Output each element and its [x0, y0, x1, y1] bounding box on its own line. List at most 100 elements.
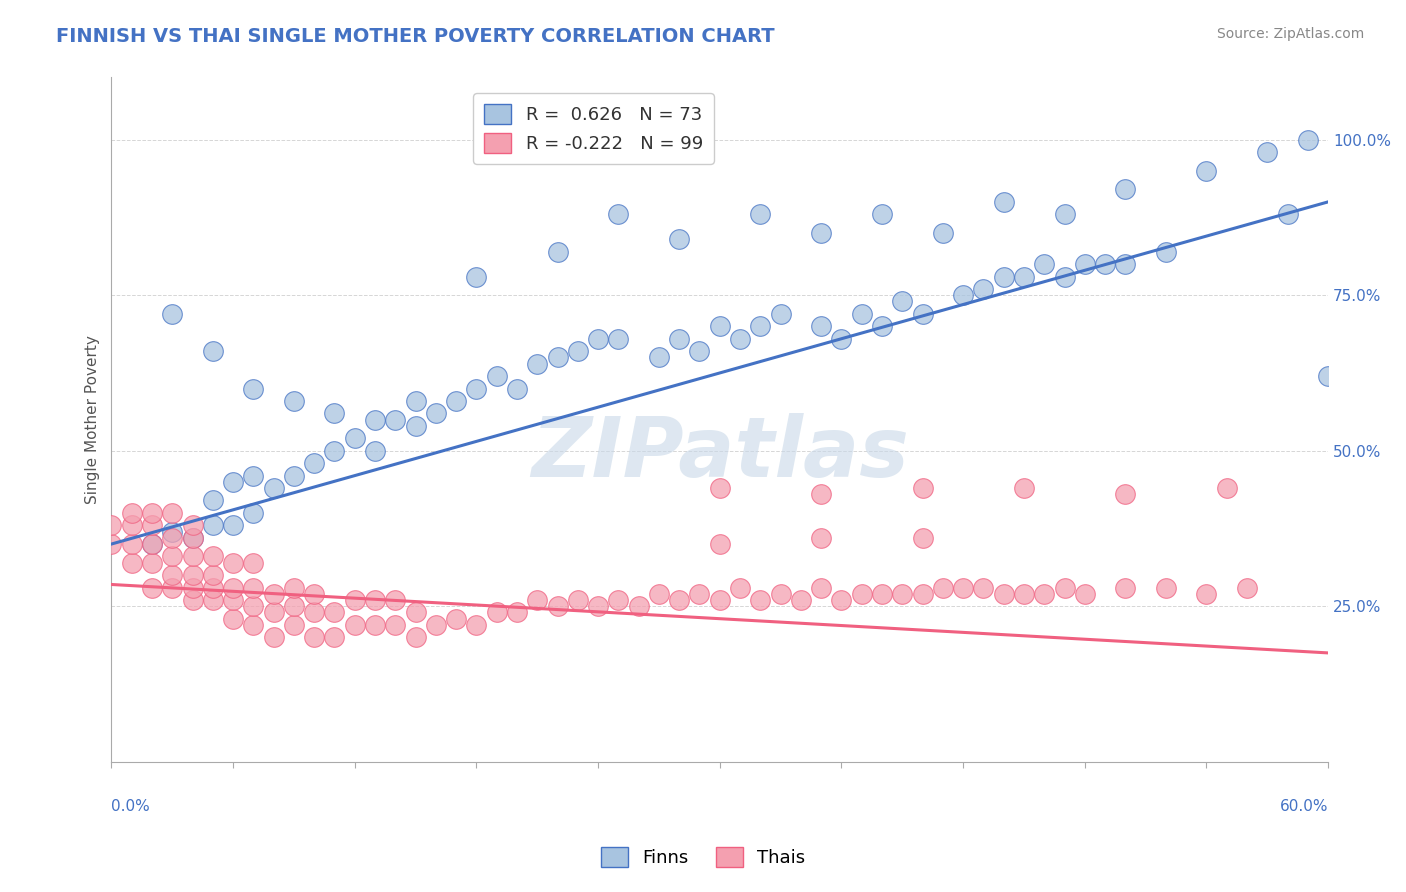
Point	[405, 393, 427, 408]
Point	[405, 418, 427, 433]
Point	[242, 556, 264, 570]
Point	[222, 475, 245, 489]
Point	[709, 319, 731, 334]
Point	[263, 587, 285, 601]
Point	[141, 537, 163, 551]
Point	[790, 593, 813, 607]
Point	[162, 307, 184, 321]
Point	[1317, 369, 1340, 384]
Point	[181, 593, 204, 607]
Point	[648, 351, 671, 365]
Point	[810, 531, 832, 545]
Point	[526, 593, 548, 607]
Point	[222, 556, 245, 570]
Point	[141, 581, 163, 595]
Point	[181, 549, 204, 564]
Point	[810, 581, 832, 595]
Point	[607, 207, 630, 221]
Point	[689, 344, 711, 359]
Point	[302, 456, 325, 470]
Point	[709, 481, 731, 495]
Point	[1012, 269, 1035, 284]
Point	[181, 531, 204, 545]
Point	[648, 587, 671, 601]
Point	[364, 412, 387, 426]
Point	[911, 587, 934, 601]
Point	[364, 443, 387, 458]
Point	[1114, 581, 1136, 595]
Point	[222, 593, 245, 607]
Point	[1053, 581, 1076, 595]
Point	[181, 568, 204, 582]
Point	[222, 581, 245, 595]
Point	[162, 568, 184, 582]
Point	[749, 593, 772, 607]
Point	[668, 332, 690, 346]
Point	[283, 581, 305, 595]
Point	[993, 194, 1015, 209]
Point	[911, 307, 934, 321]
Point	[627, 599, 650, 614]
Point	[364, 618, 387, 632]
Point	[993, 269, 1015, 284]
Point	[283, 468, 305, 483]
Point	[201, 549, 224, 564]
Point	[1074, 257, 1097, 271]
Point	[201, 518, 224, 533]
Point	[405, 606, 427, 620]
Point	[1236, 581, 1258, 595]
Point	[911, 531, 934, 545]
Point	[384, 618, 406, 632]
Point	[162, 549, 184, 564]
Point	[567, 344, 589, 359]
Point	[162, 581, 184, 595]
Point	[201, 493, 224, 508]
Point	[1154, 244, 1177, 259]
Point	[181, 531, 204, 545]
Point	[283, 618, 305, 632]
Point	[100, 537, 122, 551]
Point	[444, 612, 467, 626]
Point	[384, 412, 406, 426]
Point	[1094, 257, 1116, 271]
Point	[162, 524, 184, 539]
Point	[830, 593, 852, 607]
Legend: Finns, Thais: Finns, Thais	[593, 839, 813, 874]
Point	[141, 506, 163, 520]
Point	[952, 581, 974, 595]
Point	[870, 207, 893, 221]
Point	[911, 481, 934, 495]
Point	[709, 593, 731, 607]
Point	[405, 631, 427, 645]
Point	[201, 581, 224, 595]
Point	[567, 593, 589, 607]
Point	[1053, 207, 1076, 221]
Point	[201, 593, 224, 607]
Point	[384, 593, 406, 607]
Point	[1277, 207, 1299, 221]
Point	[1195, 163, 1218, 178]
Point	[222, 612, 245, 626]
Point	[242, 506, 264, 520]
Point	[343, 618, 366, 632]
Point	[547, 599, 569, 614]
Point	[201, 568, 224, 582]
Point	[668, 232, 690, 246]
Point	[242, 382, 264, 396]
Point	[323, 606, 346, 620]
Point	[1256, 145, 1278, 160]
Text: ZIPatlas: ZIPatlas	[531, 413, 908, 494]
Point	[689, 587, 711, 601]
Point	[810, 319, 832, 334]
Point	[263, 481, 285, 495]
Point	[749, 207, 772, 221]
Point	[769, 587, 792, 601]
Point	[810, 226, 832, 240]
Point	[1033, 587, 1056, 601]
Point	[932, 581, 955, 595]
Point	[709, 537, 731, 551]
Point	[1114, 182, 1136, 196]
Point	[162, 531, 184, 545]
Point	[993, 587, 1015, 601]
Point	[242, 468, 264, 483]
